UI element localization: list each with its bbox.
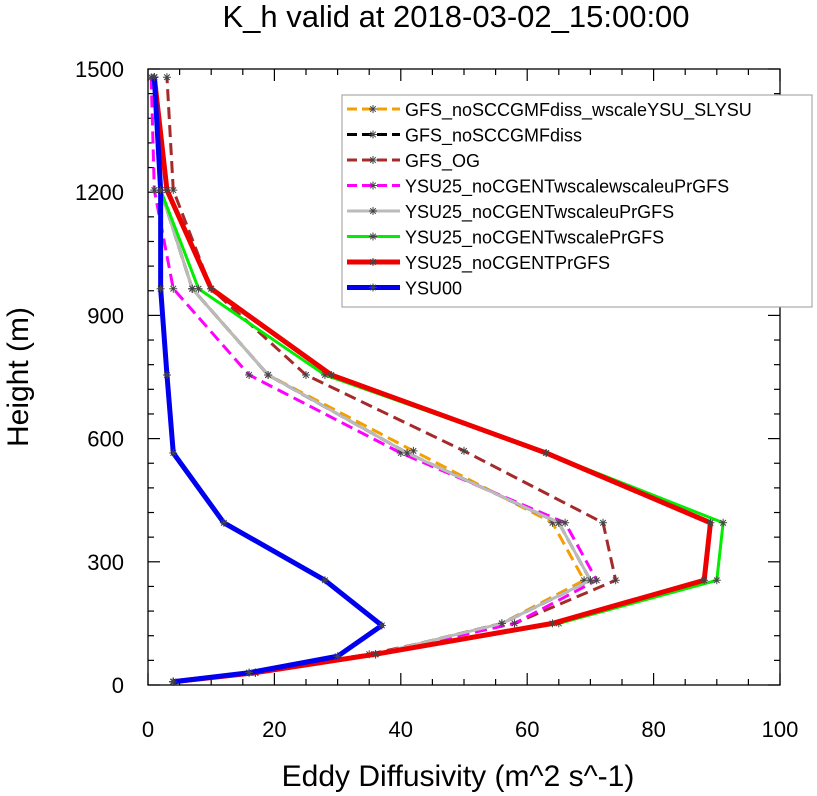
legend-entry: YSU00 xyxy=(347,279,462,299)
data-point-marker xyxy=(371,650,380,659)
data-point-marker xyxy=(580,576,589,585)
data-point-marker xyxy=(712,576,721,585)
data-point-marker xyxy=(207,284,216,293)
data-point-marker xyxy=(403,448,412,457)
data-point-marker xyxy=(156,284,165,293)
data-point-marker xyxy=(548,518,557,527)
legend-entry: YSU25_noCGENTwscaleuPrGFS xyxy=(347,202,674,223)
legend-label: GFS_noSCCGMFdiss xyxy=(405,126,582,147)
data-point-marker xyxy=(700,576,709,585)
y-tick-label: 600 xyxy=(87,427,124,452)
data-point-marker xyxy=(369,130,377,139)
legend-entry: GFS_noSCCGMFdiss_wscaleYSU_SLYSU xyxy=(347,100,752,121)
data-point-marker xyxy=(510,619,519,628)
data-point-marker xyxy=(542,448,551,457)
y-tick-label: 900 xyxy=(87,303,124,328)
data-point-marker xyxy=(592,576,601,585)
data-point-marker xyxy=(320,370,329,379)
x-tick-label: 100 xyxy=(762,717,799,742)
data-point-marker xyxy=(611,576,620,585)
chart-title: K_h valid at 2018-03-02_15:00:00 xyxy=(222,0,689,34)
legend-label: GFS_noSCCGMFdiss_wscaleYSU_SLYSU xyxy=(405,100,752,121)
data-point-marker xyxy=(586,576,595,585)
x-axis-label: Eddy Diffusivity (m^2 s^-1) xyxy=(282,760,635,793)
data-point-marker xyxy=(162,370,171,379)
data-point-marker xyxy=(369,181,377,190)
series-lines xyxy=(147,73,728,686)
y-tick-label: 300 xyxy=(87,550,124,575)
legend-entry: GFS_noSCCGMFdiss xyxy=(347,126,582,147)
data-point-marker xyxy=(719,518,728,527)
data-point-marker xyxy=(302,370,310,379)
y-tick-label: 0 xyxy=(112,673,124,698)
data-point-marker xyxy=(194,284,203,293)
data-point-marker xyxy=(333,652,342,661)
legend-label: YSU25_noCGENTwscalewscaleuPrGFS xyxy=(405,177,729,198)
data-point-marker xyxy=(561,518,570,527)
data-point-marker xyxy=(369,232,377,241)
data-point-marker xyxy=(554,518,563,527)
data-point-marker xyxy=(162,186,171,195)
legend-label: YSU00 xyxy=(405,279,462,299)
data-point-marker xyxy=(327,370,336,379)
x-tick-label: 0 xyxy=(142,717,154,742)
axis-ticks: 0 20 40 60 80 100 0 300 600 900 1200 1500 xyxy=(75,57,798,742)
data-point-marker xyxy=(219,518,228,527)
data-point-marker xyxy=(460,446,468,455)
legend-label: YSU25_noCGENTwscalePrGFS xyxy=(405,228,664,249)
y-axis-label: Height (m) xyxy=(2,307,35,447)
legend-entry: YSU25_noCGENTPrGFS xyxy=(347,253,610,274)
legend-label: YSU25_noCGENTwscaleuPrGFS xyxy=(405,202,674,223)
data-point-marker xyxy=(599,518,608,527)
x-tick-label: 20 xyxy=(262,717,286,742)
data-point-marker xyxy=(369,283,377,292)
data-point-marker xyxy=(169,448,178,457)
y-tick-label: 1500 xyxy=(75,57,124,82)
data-point-marker xyxy=(320,576,329,585)
data-point-marker xyxy=(245,370,254,379)
data-point-marker xyxy=(169,284,178,293)
legend-entry: GFS_OG xyxy=(347,151,480,172)
data-point-marker xyxy=(150,73,159,82)
data-point-marker xyxy=(369,105,377,113)
legend: GFS_noSCCGMFdiss_wscaleYSU_SLYSU GFS_noSC… xyxy=(341,94,813,308)
data-point-marker xyxy=(409,446,418,455)
legend-entry: YSU25_noCGENTwscalewscaleuPrGFS xyxy=(347,177,729,198)
data-point-marker xyxy=(156,186,165,195)
data-point-marker xyxy=(377,621,386,630)
legend-label: YSU25_noCGENTPrGFS xyxy=(405,253,610,274)
x-tick-label: 80 xyxy=(641,717,665,742)
series-ysu00 xyxy=(150,73,386,686)
y-tick-label: 1200 xyxy=(75,180,124,205)
data-point-marker xyxy=(245,668,254,677)
data-point-marker xyxy=(264,370,273,379)
data-point-marker xyxy=(497,619,506,628)
data-point-marker xyxy=(369,156,377,164)
data-point-marker xyxy=(369,258,377,266)
data-point-marker xyxy=(396,448,405,457)
legend-label: GFS_OG xyxy=(405,151,480,172)
data-point-marker xyxy=(706,518,715,527)
data-point-marker xyxy=(169,186,178,195)
legend-entry: YSU25_noCGENTwscalePrGFS xyxy=(347,228,664,249)
data-point-marker xyxy=(548,619,557,628)
data-point-marker xyxy=(169,677,178,686)
data-point-marker xyxy=(162,73,171,82)
x-tick-label: 40 xyxy=(389,717,413,742)
data-point-marker xyxy=(188,284,197,293)
legend-box xyxy=(341,94,813,308)
x-tick-label: 60 xyxy=(515,717,539,742)
data-point-marker xyxy=(150,186,159,195)
data-point-marker xyxy=(369,207,377,215)
